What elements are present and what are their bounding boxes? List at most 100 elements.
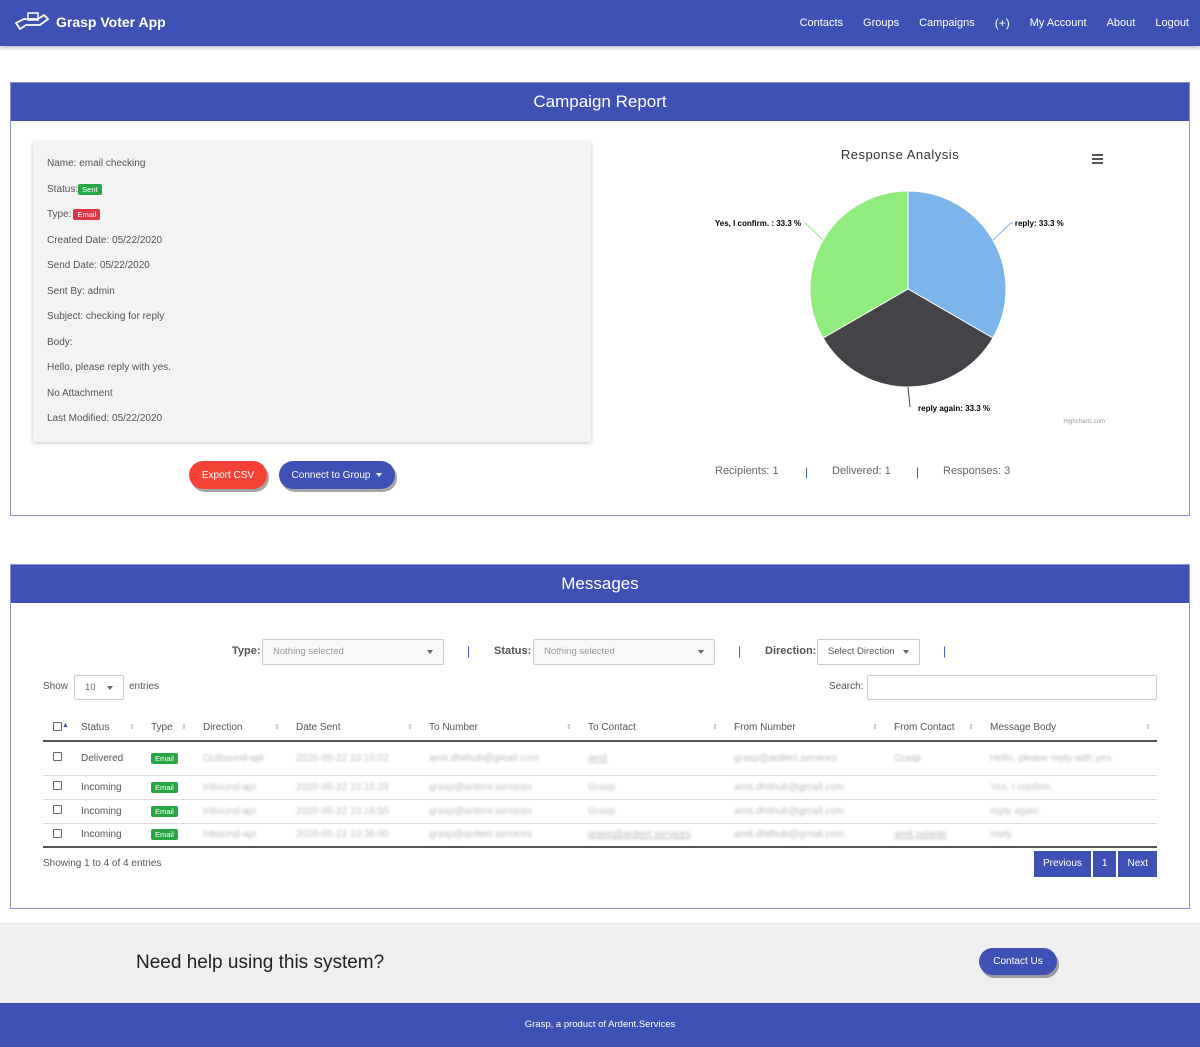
- nav-about[interactable]: About: [1106, 17, 1136, 29]
- col-message-body[interactable]: Message Body ⇕: [980, 715, 1157, 742]
- col-from-number-label: From Number: [734, 722, 796, 733]
- sort-icon: ⇕: [274, 724, 280, 731]
- row-direction: Inbound-api: [193, 823, 286, 847]
- row-checkbox[interactable]: [53, 805, 62, 814]
- sort-icon: ⇕: [566, 724, 572, 731]
- select-all-header[interactable]: ▲: [43, 715, 71, 742]
- type-label: Type:: [47, 209, 72, 220]
- col-direction[interactable]: Direction ⇕: [193, 715, 286, 742]
- campaign-report-card: Campaign Report Name: email checking Sta…: [10, 82, 1190, 516]
- row-from-contact-text[interactable]: amit.solanki: [894, 829, 947, 841]
- nav-logout[interactable]: Logout: [1155, 17, 1189, 29]
- pie-connector: [992, 222, 1013, 241]
- col-status[interactable]: Status ⇕: [71, 715, 141, 742]
- row-checkbox-cell[interactable]: [43, 775, 71, 799]
- table-row[interactable]: Delivered Email Outbound-api 2020-05-22 10:…: [43, 741, 1157, 775]
- connect-to-group-button[interactable]: Connect to Group: [279, 461, 395, 489]
- status-badge: Sent: [78, 183, 102, 195]
- type-filter-value: Nothing selected: [273, 646, 344, 657]
- col-from-number[interactable]: From Number ⇕: [724, 715, 884, 742]
- direction-filter-select[interactable]: Select Direction: [817, 639, 920, 665]
- row-date-sent-text: 2020-05-22 10:36:00: [296, 829, 389, 841]
- logo-icon: [14, 12, 50, 31]
- col-from-contact-label: From Contact: [894, 722, 955, 733]
- sort-icon: ⇕: [968, 724, 974, 731]
- table-row[interactable]: Incoming Email Inbound-api 2020-05-22 10:15…: [43, 775, 1157, 799]
- direction-filter-label: Direction:: [765, 645, 817, 657]
- col-to-contact[interactable]: To Contact ⇕: [578, 715, 724, 742]
- app-title: Grasp Voter App: [56, 14, 166, 30]
- pie-slice-reply: [907, 190, 1007, 339]
- help-text: Need help using this system?: [136, 952, 385, 973]
- previous-button[interactable]: Previous: [1034, 851, 1091, 877]
- row-to-contact: Grasp: [578, 799, 724, 823]
- pie-data-label: Yes, I confirm. : 33.3 %: [715, 219, 801, 228]
- nav-my-account[interactable]: My Account: [1029, 17, 1087, 29]
- row-status-text: Incoming: [81, 829, 122, 841]
- row-from-number-text: amit.dhithub@gmail.com: [734, 781, 845, 793]
- row-checkbox[interactable]: [53, 781, 62, 790]
- sort-asc-icon: ▲: [62, 721, 69, 729]
- row-date-sent: 2020-05-22 10:15:02: [286, 741, 419, 775]
- separator: |: [738, 644, 742, 658]
- row-checkbox-cell[interactable]: [43, 799, 71, 823]
- row-to-contact-text[interactable]: Grasp: [588, 805, 616, 817]
- col-from-contact[interactable]: From Contact ⇕: [884, 715, 980, 742]
- next-button[interactable]: Next: [1118, 851, 1158, 877]
- row-from-number-text: amit.dhithub@gmail.com: [734, 829, 845, 841]
- chart-title: Response Analysis: [841, 147, 959, 162]
- export-csv-button[interactable]: Export CSV: [189, 461, 267, 489]
- chevron-down-icon: [698, 650, 704, 654]
- type-filter-label: Type:: [232, 645, 261, 657]
- row-checkbox-cell[interactable]: [43, 741, 71, 775]
- row-message-body-text: Hello, please reply with yes.: [990, 752, 1114, 764]
- search-input[interactable]: [867, 675, 1157, 700]
- row-type: Email: [141, 775, 193, 799]
- entries-select[interactable]: 10: [74, 675, 124, 700]
- row-to-contact: grasp@ardent.services: [578, 823, 724, 847]
- col-to-number[interactable]: To Number ⇕: [419, 715, 578, 742]
- brand[interactable]: Grasp Voter App: [14, 11, 166, 33]
- nav-campaigns[interactable]: Campaigns: [919, 17, 975, 29]
- row-from-number: amit.dhithub@gmail.com: [724, 799, 884, 823]
- col-date-sent[interactable]: Date Sent ⇕: [286, 715, 419, 742]
- contact-us-button[interactable]: Contact Us: [979, 948, 1057, 975]
- row-from-number-text: amit.dhithub@gmail.com: [734, 805, 845, 817]
- row-to-contact-text[interactable]: grasp@ardent.services: [588, 829, 691, 841]
- show-label: Show: [43, 681, 69, 692]
- nav-add[interactable]: (+): [994, 16, 1010, 30]
- row-from-contact-text[interactable]: Grasp: [894, 752, 922, 764]
- row-checkbox[interactable]: [53, 828, 62, 838]
- chart-menu-icon[interactable]: [1092, 154, 1103, 164]
- type-filter-select[interactable]: Nothing selected: [262, 639, 444, 665]
- row-message-body-text: reply again: [990, 805, 1039, 817]
- campaign-info-panel: Name: email checking Status: Sent Type: …: [33, 142, 591, 442]
- nav-contacts[interactable]: Contacts: [799, 17, 844, 29]
- status-filter-select[interactable]: Nothing selected: [533, 639, 715, 665]
- pie-data-label: reply: 33.3 %: [1015, 219, 1064, 228]
- direction-filter-value: Select Direction: [828, 646, 895, 657]
- type-badge: Email: [151, 805, 178, 817]
- help-section: Need help using this system? Contact Us: [0, 922, 1200, 1003]
- row-to-contact-text[interactable]: Grasp: [588, 781, 616, 793]
- campaign-report-title: Campaign Report: [11, 83, 1189, 121]
- attachment: No Attachment: [47, 387, 113, 399]
- nav-groups[interactable]: Groups: [863, 17, 900, 29]
- entries-value: 10: [85, 682, 96, 693]
- table-row[interactable]: Incoming Email Inbound-api 2020-05-22 10:36…: [43, 823, 1157, 847]
- table-row[interactable]: Incoming Email Inbound-api 2020-05-22 10:18…: [43, 799, 1157, 823]
- separator: |: [916, 465, 920, 479]
- col-type[interactable]: Type ⇕: [141, 715, 193, 742]
- row-checkbox[interactable]: [53, 752, 62, 762]
- row-to-contact-text[interactable]: amit: [588, 752, 607, 764]
- showing-info: Showing 1 to 4 of 4 entries: [43, 858, 162, 869]
- select-all-checkbox[interactable]: [53, 721, 62, 731]
- row-type: Email: [141, 799, 193, 823]
- connect-to-group-label: Connect to Group: [291, 469, 371, 481]
- entries-label: entries: [129, 681, 160, 692]
- sort-icon: ⇕: [1145, 724, 1151, 731]
- row-status: Incoming: [71, 823, 141, 847]
- type-badge: Email: [151, 781, 178, 793]
- page-1-button[interactable]: 1: [1092, 851, 1117, 877]
- row-checkbox-cell[interactable]: [43, 823, 71, 847]
